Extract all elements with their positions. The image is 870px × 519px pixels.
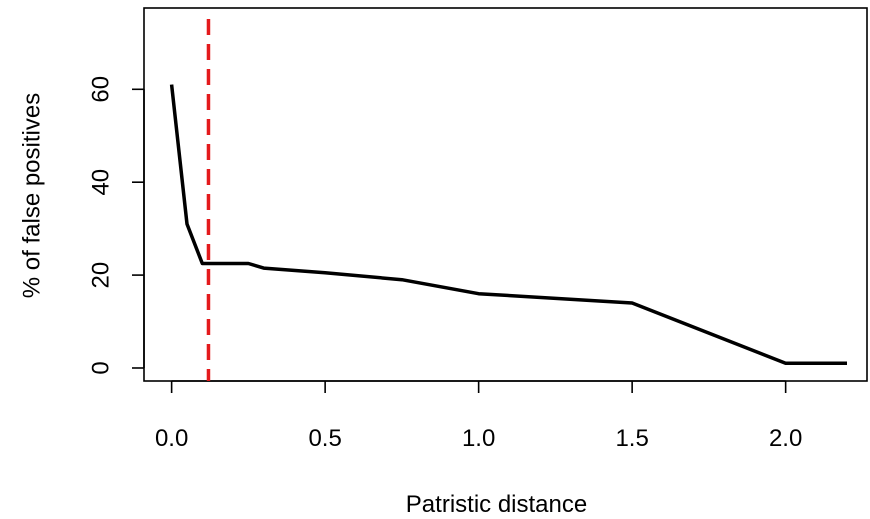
- series-layer: [169, 84, 847, 366]
- x-axis: 0.0 0.5 1.0 1.5 2.0: [155, 380, 802, 452]
- x-tick-label: 1.5: [615, 425, 648, 452]
- y-axis: 0 20 40 60: [87, 76, 145, 375]
- x-axis-label: Patristic distance: [406, 491, 587, 518]
- plot-frame: [143, 7, 868, 382]
- y-axis-label: % of false positives: [18, 93, 45, 298]
- series-line: [169, 84, 847, 366]
- x-tick-label: 2.0: [769, 425, 802, 452]
- y-tick-label: 40: [87, 169, 114, 196]
- y-tick-label: 60: [87, 76, 114, 103]
- y-tick-label: 20: [87, 262, 114, 289]
- x-tick-label: 1.0: [462, 425, 495, 452]
- x-tick-label: 0.0: [155, 425, 188, 452]
- x-tick-label: 0.5: [308, 425, 341, 452]
- y-tick-label: 0: [87, 361, 114, 374]
